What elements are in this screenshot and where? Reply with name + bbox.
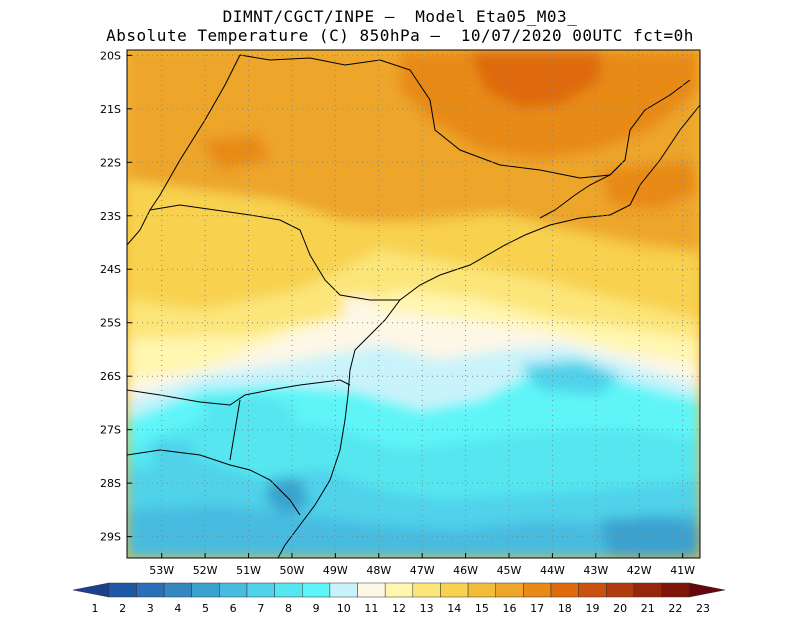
- colorbar-label: 4: [174, 602, 181, 615]
- lon-tick-label: 49W: [323, 564, 348, 577]
- colorbar-label: 23: [696, 602, 710, 615]
- coastline: [277, 104, 700, 558]
- lon-tick-label: 52W: [193, 564, 218, 577]
- colorbar-label: 19: [585, 602, 599, 615]
- lon-tick-label: 48W: [366, 564, 391, 577]
- lon-tick-label: 43W: [583, 564, 608, 577]
- map-title-line-2: Absolute Temperature (C) 850hPa – 10/07/…: [106, 26, 694, 45]
- colorbar-arrow-low: [72, 582, 110, 598]
- longitude-axis: 53W 52W 51W 50W 49W 48W 47W 46W 45W 44W 43W 42W 41W: [149, 553, 695, 577]
- colorbar-labels: 1 2 3 4 5 6 7 8 9 10 11 12 13 14 15 16 17 18 19 20 21 22 23: [92, 602, 711, 615]
- lat-tick-label: 20S: [100, 49, 121, 62]
- colorbar-label: 21: [641, 602, 655, 615]
- lon-tick-label: 41W: [670, 564, 695, 577]
- lon-tick-label: 51W: [236, 564, 261, 577]
- plot-frame: [126, 49, 701, 559]
- colorbar-label: 14: [447, 602, 461, 615]
- colorbar-swatch: [329, 582, 358, 598]
- colorbar-swatch: [523, 582, 552, 598]
- colorbar-swatch: [412, 582, 441, 598]
- colorbar-label: 1: [92, 602, 99, 615]
- colorbar: [72, 582, 726, 598]
- lat-tick-label: 21S: [100, 103, 121, 116]
- lon-tick-label: 50W: [280, 564, 305, 577]
- temperature-field: [127, 50, 700, 558]
- colorbar-label: 22: [668, 602, 682, 615]
- state-border-pr-sc: [127, 379, 351, 406]
- colorbar-label: 13: [420, 602, 434, 615]
- colorbar-swatch: [357, 582, 386, 598]
- map-title-line-1: DIMNT/CGCT/INPE – Model Eta05_M03_: [222, 7, 578, 26]
- colorbar-swatch: [578, 582, 607, 598]
- coastline-and-borders: [127, 54, 700, 558]
- colorbar-label: 5: [202, 602, 209, 615]
- latitude-axis: 20S 21S 22S 23S 24S 25S 26S 27S 28S 29S: [100, 49, 132, 544]
- lon-tick-label: 46W: [453, 564, 478, 577]
- colorbar-swatch: [440, 582, 469, 598]
- colorbar-label: 10: [337, 602, 351, 615]
- state-border-sp-mg: [239, 54, 691, 179]
- colorbar-label: 17: [530, 602, 544, 615]
- lon-tick-label: 44W: [540, 564, 565, 577]
- lon-tick-label: 42W: [627, 564, 652, 577]
- border-rs-internal: [229, 399, 241, 461]
- colorbar-swatch: [467, 582, 496, 598]
- colorbar-swatch: [384, 582, 414, 598]
- colorbar-label: 9: [313, 602, 320, 615]
- state-border-sp-rj: [539, 159, 626, 219]
- lat-tick-label: 27S: [100, 424, 121, 437]
- lat-tick-label: 26S: [100, 370, 121, 383]
- lat-tick-label: 28S: [100, 477, 121, 490]
- colorbar-label: 8: [285, 602, 292, 615]
- colorbar-swatch: [606, 582, 635, 598]
- lat-tick-label: 22S: [100, 156, 121, 169]
- lon-tick-label: 45W: [497, 564, 522, 577]
- colorbar-swatch: [246, 582, 275, 598]
- colorbar-swatch: [633, 582, 662, 598]
- lat-tick-label: 23S: [100, 210, 121, 223]
- state-border-west: [127, 54, 241, 246]
- lat-tick-label: 29S: [100, 531, 121, 544]
- colorbar-label: 12: [392, 602, 406, 615]
- colorbar-swatch: [274, 582, 303, 598]
- lat-lon-grid: [127, 50, 700, 558]
- colorbar-swatch: [550, 582, 579, 598]
- colorbar-label: 18: [558, 602, 572, 615]
- colorbar-label: 15: [475, 602, 489, 615]
- colorbar-label: 16: [503, 602, 517, 615]
- colorbar-swatch: [661, 582, 690, 598]
- colorbar-label: 3: [147, 602, 154, 615]
- colorbar-arrow-high: [688, 582, 726, 598]
- lat-tick-label: 24S: [100, 263, 121, 276]
- colorbar-swatch: [163, 582, 192, 598]
- colorbar-label: 2: [119, 602, 126, 615]
- colorbar-swatch: [191, 582, 220, 598]
- colorbar-swatch: [495, 582, 524, 598]
- colorbar-swatch: [136, 582, 165, 598]
- lon-tick-label: 47W: [410, 564, 435, 577]
- colorbar-label: 20: [613, 602, 627, 615]
- colorbar-label: 7: [257, 602, 264, 615]
- colorbar-swatch: [219, 582, 248, 598]
- colorbar-label: 11: [364, 602, 378, 615]
- lon-tick-label: 53W: [149, 564, 174, 577]
- state-border-sc-rs: [127, 449, 301, 516]
- colorbar-label: 6: [230, 602, 237, 615]
- colorbar-swatch: [302, 582, 331, 598]
- colorbar-swatch: [108, 582, 137, 598]
- lat-tick-label: 25S: [100, 317, 121, 330]
- state-border-sp-pr: [149, 204, 400, 301]
